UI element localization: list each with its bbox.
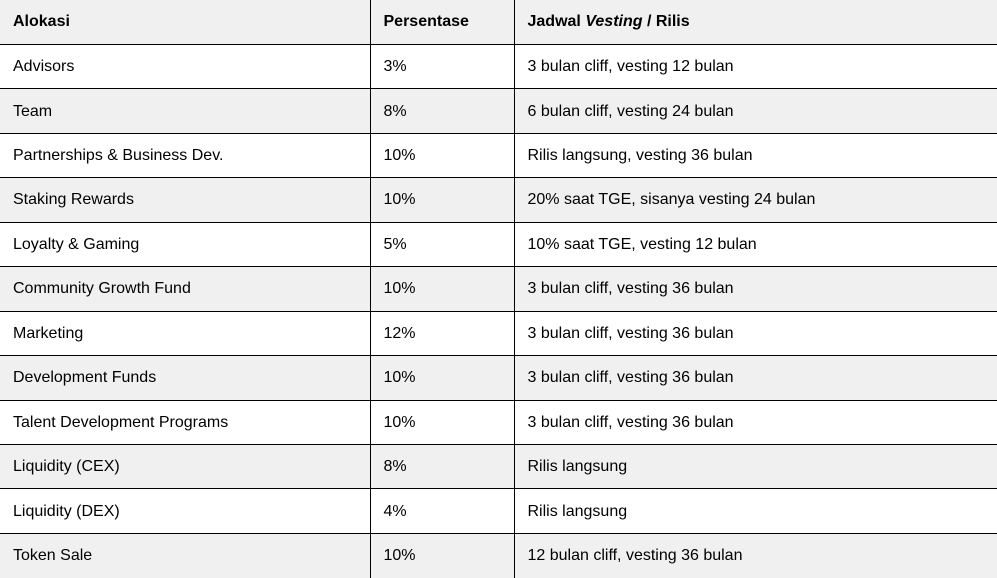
table-row: Liquidity (DEX) 4% Rilis langsung bbox=[0, 488, 997, 534]
cell-jadwal: 3 bulan cliff, vesting 36 bulan bbox=[514, 399, 997, 445]
table-row: Community Growth Fund 10% 3 bulan cliff,… bbox=[0, 266, 997, 312]
cell-persentase: 10% bbox=[370, 532, 515, 578]
header-persentase: Persentase bbox=[370, 0, 515, 45]
table-row: Token Sale 10% 12 bulan cliff, vesting 3… bbox=[0, 532, 997, 578]
header-jadwal-prefix: Jadwal bbox=[527, 13, 586, 31]
table-row: Advisors 3% 3 bulan cliff, vesting 12 bu… bbox=[0, 43, 997, 89]
table-row: Liquidity (CEX) 8% Rilis langsung bbox=[0, 444, 997, 489]
cell-alokasi: Liquidity (DEX) bbox=[0, 488, 371, 534]
cell-alokasi: Staking Rewards bbox=[0, 177, 371, 223]
table-row: Team 8% 6 bulan cliff, vesting 24 bulan bbox=[0, 88, 997, 134]
cell-persentase: 8% bbox=[370, 88, 515, 134]
cell-alokasi: Team bbox=[0, 88, 371, 134]
cell-persentase: 10% bbox=[370, 399, 515, 445]
cell-alokasi: Loyalty & Gaming bbox=[0, 221, 371, 267]
cell-persentase: 10% bbox=[370, 266, 515, 312]
cell-persentase: 10% bbox=[370, 132, 515, 178]
cell-persentase: 3% bbox=[370, 43, 515, 89]
cell-jadwal: Rilis langsung bbox=[514, 444, 997, 489]
cell-alokasi: Liquidity (CEX) bbox=[0, 444, 371, 489]
cell-jadwal: 12 bulan cliff, vesting 36 bulan bbox=[514, 532, 997, 578]
table-row: Partnerships & Business Dev. 10% Rilis l… bbox=[0, 132, 997, 178]
cell-persentase: 4% bbox=[370, 488, 515, 534]
table-row: Marketing 12% 3 bulan cliff, vesting 36 … bbox=[0, 310, 997, 356]
cell-alokasi: Talent Development Programs bbox=[0, 399, 371, 445]
cell-alokasi: Development Funds bbox=[0, 355, 371, 401]
cell-persentase: 5% bbox=[370, 221, 515, 267]
table-row: Staking Rewards 10% 20% saat TGE, sisany… bbox=[0, 177, 997, 223]
header-jadwal: Jadwal Vesting / Rilis bbox=[514, 0, 997, 44]
cell-persentase: 10% bbox=[370, 355, 515, 401]
cell-jadwal: 20% saat TGE, sisanya vesting 24 bulan bbox=[514, 177, 997, 223]
cell-jadwal: 10% saat TGE, vesting 12 bulan bbox=[514, 221, 997, 267]
table-body: Advisors 3% 3 bulan cliff, vesting 12 bu… bbox=[0, 43, 997, 578]
cell-alokasi: Community Growth Fund bbox=[0, 266, 371, 312]
header-row: Alokasi Persentase Jadwal Vesting / Rili… bbox=[0, 0, 997, 45]
header-jadwal-vesting-italic: Vesting bbox=[585, 13, 643, 31]
cell-jadwal: Rilis langsung bbox=[514, 488, 997, 534]
table-row: Talent Development Programs 10% 3 bulan … bbox=[0, 399, 997, 445]
cell-alokasi: Advisors bbox=[0, 43, 371, 89]
cell-jadwal: 3 bulan cliff, vesting 12 bulan bbox=[514, 43, 997, 89]
table-row: Development Funds 10% 3 bulan cliff, ves… bbox=[0, 355, 997, 401]
cell-persentase: 8% bbox=[370, 444, 515, 489]
cell-persentase: 10% bbox=[370, 177, 515, 223]
cell-jadwal: 3 bulan cliff, vesting 36 bulan bbox=[514, 355, 997, 401]
cell-alokasi: Token Sale bbox=[0, 532, 371, 578]
cell-alokasi: Partnerships & Business Dev. bbox=[0, 132, 371, 178]
cell-jadwal: 6 bulan cliff, vesting 24 bulan bbox=[514, 88, 997, 134]
cell-jadwal: 3 bulan cliff, vesting 36 bulan bbox=[514, 266, 997, 312]
table-row: Loyalty & Gaming 5% 10% saat TGE, vestin… bbox=[0, 221, 997, 267]
cell-jadwal: 3 bulan cliff, vesting 36 bulan bbox=[514, 310, 997, 356]
cell-jadwal: Rilis langsung, vesting 36 bulan bbox=[514, 132, 997, 178]
cell-persentase: 12% bbox=[370, 310, 515, 356]
cell-alokasi: Marketing bbox=[0, 310, 371, 356]
header-jadwal-suffix: / Rilis bbox=[642, 13, 690, 31]
header-alokasi: Alokasi bbox=[0, 0, 371, 45]
